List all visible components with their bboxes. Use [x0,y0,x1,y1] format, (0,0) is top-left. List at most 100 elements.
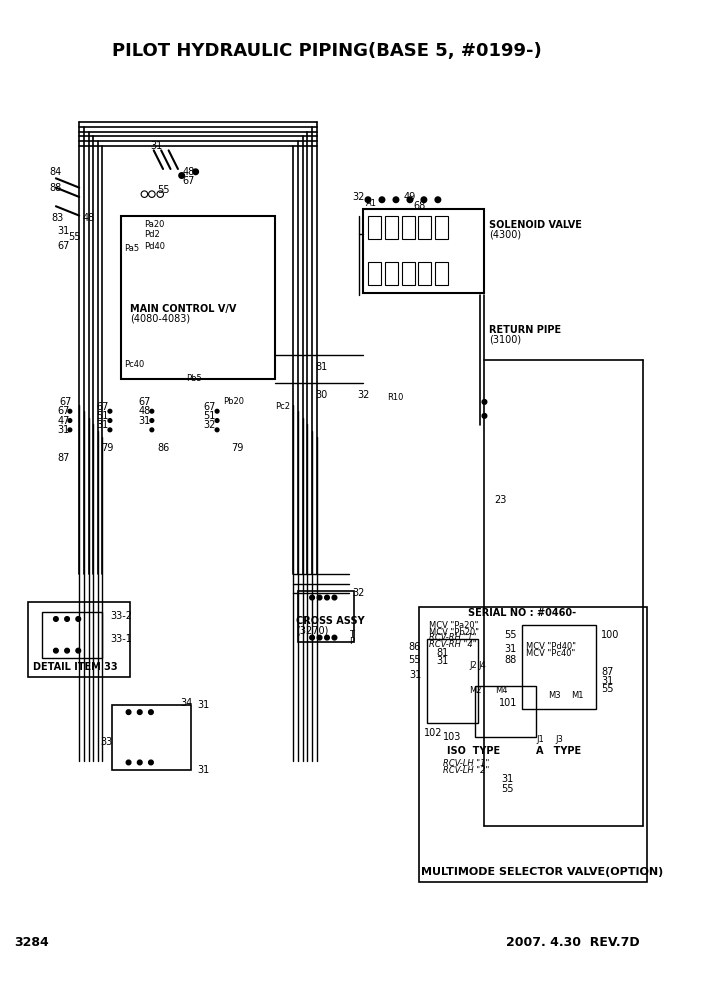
Text: 55: 55 [505,630,517,640]
Text: 67: 67 [57,406,69,417]
Bar [368,262,381,286]
Bar [42,611,102,658]
Text: 67: 67 [138,397,151,407]
Text: 31: 31 [502,774,514,785]
Text: 67: 67 [59,397,72,407]
Text: M3: M3 [548,690,561,700]
Text: 31: 31 [409,670,421,680]
Text: 31: 31 [58,226,69,236]
Bar [385,262,398,286]
Text: 79: 79 [232,443,244,453]
Text: 83: 83 [52,213,64,223]
Bar [522,626,596,709]
Text: 33: 33 [100,737,113,747]
Text: 31: 31 [601,677,613,686]
Text: 49: 49 [404,191,416,202]
Circle shape [68,419,72,423]
Text: Pa5: Pa5 [124,244,139,253]
Circle shape [68,428,72,432]
Text: 103: 103 [443,732,461,742]
Circle shape [216,410,219,413]
Text: 48: 48 [138,406,150,417]
Circle shape [216,428,219,432]
Text: MCV "Pd40": MCV "Pd40" [526,643,576,652]
Text: PILOT HYDRAULIC PIPING(BASE 5, #0199-): PILOT HYDRAULIC PIPING(BASE 5, #0199-) [112,42,542,60]
Text: 32: 32 [352,588,364,598]
Text: 100: 100 [601,630,619,640]
Text: Pb20: Pb20 [224,398,244,407]
Circle shape [193,169,199,175]
Text: 79: 79 [101,443,113,453]
Bar [112,704,191,770]
Circle shape [138,760,142,765]
Text: 2007. 4.30  REV.7D: 2007. 4.30 REV.7D [506,935,640,948]
Text: (4300): (4300) [489,229,521,239]
Text: 67: 67 [96,402,109,412]
Circle shape [150,419,154,423]
Text: MCV "Pc40": MCV "Pc40" [526,649,576,658]
Text: 23: 23 [494,495,506,505]
Bar [385,215,398,239]
Text: M1: M1 [571,690,584,700]
Circle shape [317,635,322,640]
Text: 86: 86 [409,642,421,652]
Circle shape [324,595,329,600]
Bar [121,215,274,379]
Text: 55: 55 [501,784,514,794]
Circle shape [317,595,322,600]
Text: J2: J2 [470,661,477,670]
Circle shape [216,419,219,423]
Circle shape [482,400,486,404]
Circle shape [179,173,185,179]
Text: 67: 67 [204,402,216,412]
Text: 51: 51 [204,411,216,421]
Text: DETAIL ITEM 33: DETAIL ITEM 33 [32,663,117,673]
Text: RCV-LH "1": RCV-LH "1" [444,759,490,768]
Bar [475,686,536,737]
Circle shape [379,197,385,202]
Text: 3284: 3284 [14,935,48,948]
Text: 67: 67 [182,177,194,186]
Text: P: P [350,637,355,646]
Text: 31: 31 [138,416,150,426]
Circle shape [365,197,371,202]
Text: 87: 87 [57,452,69,463]
Circle shape [149,710,153,714]
Text: 67: 67 [57,241,69,251]
Circle shape [53,649,58,653]
Text: J4: J4 [479,661,486,670]
Text: 51: 51 [96,411,109,421]
Bar [435,215,448,239]
Text: 33-1: 33-1 [110,635,132,645]
Bar [418,215,431,239]
Text: SERIAL NO : #0460-: SERIAL NO : #0460- [468,608,576,618]
Text: 32: 32 [204,421,216,431]
Text: 84: 84 [50,167,62,177]
Text: RCV-LH "2": RCV-LH "2" [444,767,490,776]
Text: A   TYPE: A TYPE [536,746,581,756]
Text: Pd2: Pd2 [145,230,160,239]
Text: T: T [350,630,355,639]
Bar [402,262,415,286]
Text: 33-2: 33-2 [110,611,132,621]
Text: J1: J1 [536,735,544,744]
Circle shape [332,635,337,640]
Circle shape [150,410,154,413]
Text: MCV "Pb20": MCV "Pb20" [428,629,479,638]
Text: M2: M2 [469,686,482,695]
Text: Pd40: Pd40 [145,242,166,251]
Text: 31: 31 [505,644,517,654]
Circle shape [76,617,81,621]
Text: 86: 86 [157,443,169,453]
Text: 48: 48 [82,213,95,223]
Bar [28,602,131,677]
Text: 30: 30 [315,391,328,401]
Circle shape [149,190,155,197]
Text: 47: 47 [57,416,69,426]
Text: 32: 32 [352,191,365,202]
Bar [418,262,431,286]
Bar [364,209,484,293]
Circle shape [65,649,69,653]
Bar [419,607,647,882]
Circle shape [421,197,427,202]
